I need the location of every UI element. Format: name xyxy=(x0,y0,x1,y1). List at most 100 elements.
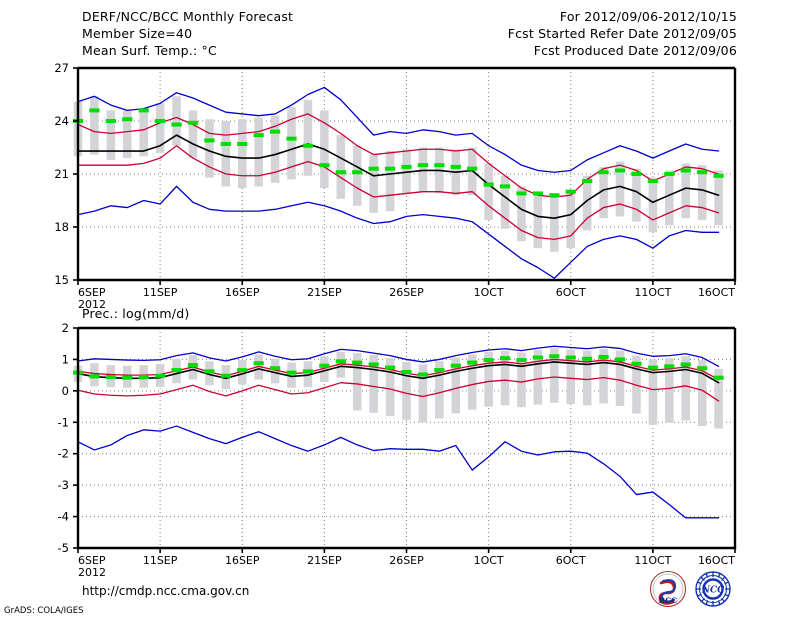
ensemble-spread-bar xyxy=(106,110,116,160)
median-dash-marker xyxy=(401,164,412,169)
ensemble-spread-bar xyxy=(632,168,641,222)
median-dash-marker xyxy=(335,359,346,364)
median-dash-marker xyxy=(286,370,297,375)
ensemble-spread-bar xyxy=(369,154,378,213)
ensemble-spread-bar xyxy=(188,110,198,159)
median-dash-marker xyxy=(417,372,429,377)
median-dash-marker xyxy=(598,354,609,359)
ensemble-spread-bar xyxy=(681,163,690,219)
x-axis-tick-label: 11OCT xyxy=(634,554,671,567)
series-line-mean xyxy=(77,134,720,219)
median-dash-marker xyxy=(467,166,478,171)
median-dash-marker xyxy=(253,133,264,138)
median-dash-marker xyxy=(368,166,379,171)
series-line-max xyxy=(77,86,720,173)
median-dash-marker xyxy=(89,108,100,113)
median-dash-marker xyxy=(122,117,133,122)
median-dash-marker xyxy=(237,368,248,373)
x-axis-tick-label: 6OCT xyxy=(556,554,586,567)
ensemble-spread-bar xyxy=(385,358,395,416)
ensemble-spread-bar xyxy=(500,350,510,406)
member-size-label: Member Size=40 xyxy=(82,26,193,41)
y-axis-tick-label: 24 xyxy=(54,114,69,128)
y-axis-tick-label: 21 xyxy=(54,167,69,181)
median-dash-marker xyxy=(697,366,708,371)
y-axis-tick-label: 0 xyxy=(62,384,69,398)
ensemble-spread-bar xyxy=(648,359,658,425)
series-line-p25 xyxy=(77,376,720,402)
median-dash-marker xyxy=(286,136,297,141)
x-axis-tick-label: 11SEP xyxy=(143,554,178,567)
median-dash-marker xyxy=(697,170,708,175)
x-axis-year-label: 2012 xyxy=(78,566,106,579)
median-dash-marker xyxy=(614,357,626,362)
ensemble-spread-bar xyxy=(418,364,428,423)
median-dash-marker xyxy=(138,108,149,113)
median-dash-marker xyxy=(204,369,215,374)
precipitation-chart-title: Prec.: log(mm/d) xyxy=(82,306,190,321)
ensemble-spread-bar xyxy=(714,368,723,429)
y-axis-tick-label: -5 xyxy=(58,541,69,555)
median-dash-marker xyxy=(155,119,166,123)
median-dash-marker xyxy=(384,365,396,370)
grads-credit: GrADS: COLA/IGES xyxy=(4,606,84,616)
ensemble-spread-bar xyxy=(665,170,674,226)
median-dash-marker xyxy=(614,168,626,173)
median-dash-marker xyxy=(401,370,412,374)
ensemble-spread-bar xyxy=(550,195,559,252)
median-dash-marker xyxy=(434,368,445,373)
median-dash-marker xyxy=(532,355,543,360)
series-line-max xyxy=(77,345,720,367)
ensemble-spread-bar xyxy=(155,103,165,153)
ensemble-spread-bar xyxy=(500,175,510,229)
median-dash-marker xyxy=(187,120,199,125)
x-axis-tick-label: 16SEP xyxy=(225,286,260,299)
ensemble-spread-bar xyxy=(697,360,707,427)
y-axis-tick-label: -3 xyxy=(58,478,69,492)
x-axis-tick-label: 11OCT xyxy=(634,286,671,299)
median-dash-marker xyxy=(171,368,182,373)
median-dash-marker xyxy=(352,360,363,365)
website-url[interactable]: http://cmdp.ncc.cma.gov.cn xyxy=(82,584,250,598)
ensemble-spread-bar xyxy=(369,355,378,413)
median-dash-marker xyxy=(713,173,724,178)
x-axis-tick-label: 6SEP xyxy=(78,286,106,299)
ensemble-spread-bar xyxy=(517,186,526,242)
median-dash-marker xyxy=(483,182,494,187)
median-dash-marker xyxy=(171,122,182,127)
median-dash-marker xyxy=(319,363,330,368)
ensemble-spread-bar xyxy=(320,356,329,383)
x-axis-year-label: 2012 xyxy=(78,298,106,311)
median-dash-marker xyxy=(680,168,691,173)
ensemble-spread-bar xyxy=(517,352,526,408)
bcc-logo: BCC xyxy=(647,570,689,610)
median-dash-marker xyxy=(565,189,576,194)
series-line-min xyxy=(77,185,720,279)
median-dash-marker xyxy=(417,163,429,168)
median-dash-marker xyxy=(204,138,215,143)
series-line-p75 xyxy=(77,113,720,198)
ncc-logo: NCC xyxy=(692,570,734,610)
median-dash-marker xyxy=(664,172,675,176)
median-dash-marker xyxy=(565,355,576,360)
ensemble-spread-bar xyxy=(681,356,690,421)
median-dash-marker xyxy=(680,362,691,367)
ensemble-spread-bar xyxy=(287,362,296,388)
median-dash-marker xyxy=(253,361,264,366)
ensemble-spread-bar xyxy=(221,121,231,187)
median-dash-marker xyxy=(434,163,445,168)
x-axis-tick-label: 16OCT xyxy=(698,286,735,299)
x-axis-tick-label: 6OCT xyxy=(556,286,586,299)
ensemble-spread-bar xyxy=(467,354,477,410)
ensemble-spread-bar xyxy=(254,117,263,187)
ensemble-spread-bar xyxy=(287,106,296,180)
ensemble-spread-bar xyxy=(237,360,247,385)
forecast-started-label: Fcst Started Refer Date 2012/09/05 xyxy=(507,26,737,41)
ensemble-spread-bar xyxy=(352,145,362,206)
ensemble-spread-bar xyxy=(533,193,543,249)
median-dash-marker xyxy=(220,141,231,146)
ensemble-spread-bar xyxy=(582,175,592,231)
ensemble-spread-bar xyxy=(550,348,559,403)
ensemble-spread-bar xyxy=(648,177,658,233)
